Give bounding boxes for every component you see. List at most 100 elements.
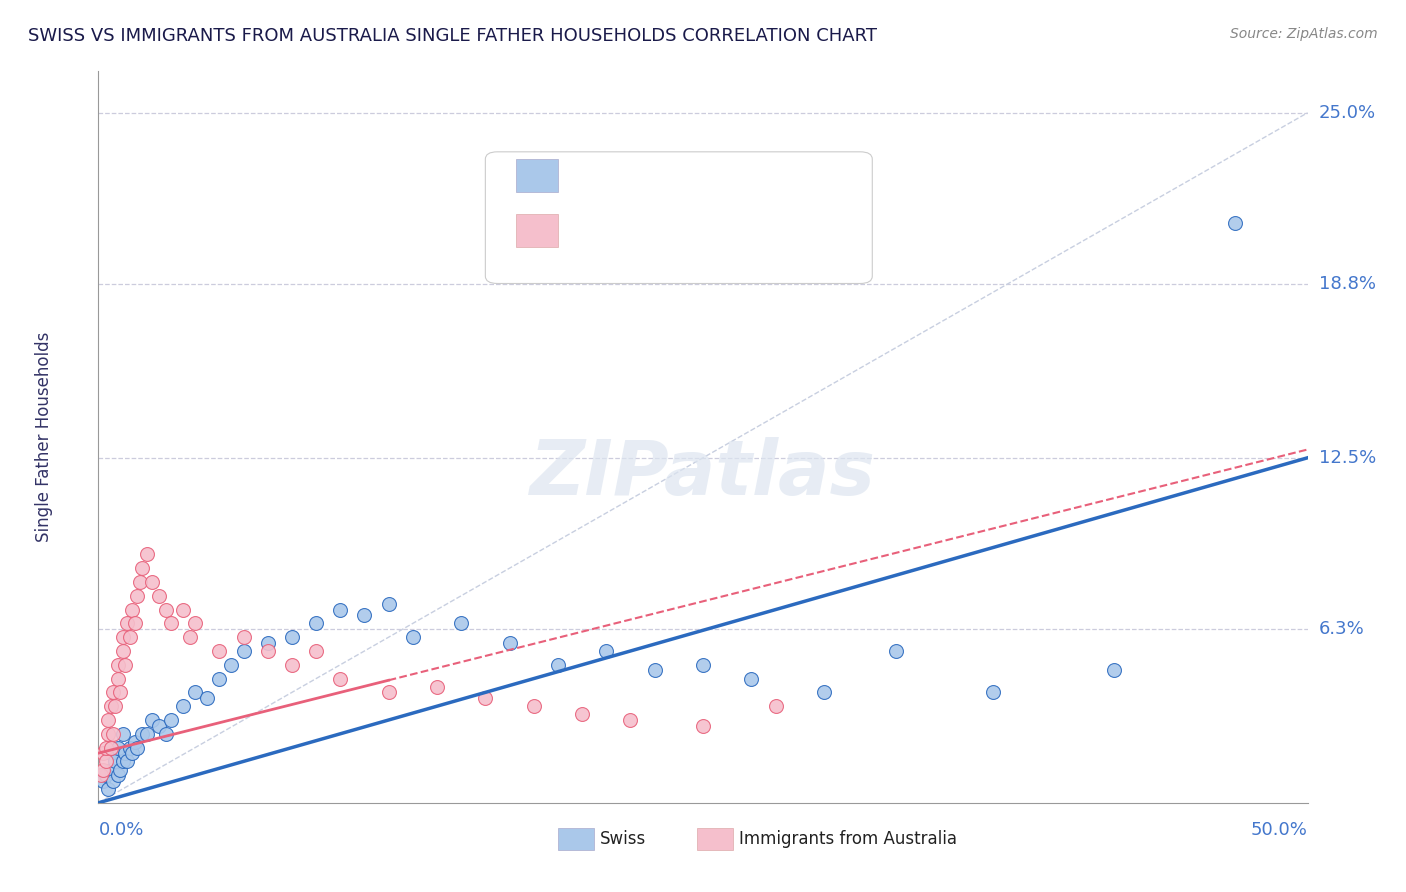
Point [692, 657, 714, 672]
Text: R =  0.314   N = 47: R = 0.314 N = 47 [576, 221, 738, 239]
Point [121, 602, 143, 616]
Point [329, 602, 352, 616]
Point [195, 690, 218, 705]
Point [305, 616, 328, 631]
Point [595, 644, 617, 658]
Point [450, 616, 472, 631]
Point [981, 685, 1004, 699]
Point [474, 690, 496, 705]
Point [172, 699, 194, 714]
Text: ZIPatlas: ZIPatlas [530, 437, 876, 510]
Text: 50.0%: 50.0% [1251, 821, 1308, 839]
Point [101, 727, 124, 741]
Bar [697, 829, 734, 850]
Point [111, 630, 134, 644]
Bar [516, 159, 558, 192]
Point [131, 727, 153, 741]
Point [221, 657, 243, 672]
Bar [558, 829, 595, 850]
Text: 18.8%: 18.8% [1319, 275, 1375, 293]
Point [547, 657, 569, 672]
Point [91, 773, 114, 788]
FancyBboxPatch shape [485, 152, 872, 284]
Point [117, 755, 139, 769]
Point [184, 685, 207, 699]
Point [100, 763, 122, 777]
Text: 6.3%: 6.3% [1319, 620, 1364, 638]
Point [377, 597, 399, 611]
Point [765, 699, 787, 714]
Point [97, 782, 120, 797]
Point [256, 636, 278, 650]
Point [108, 685, 131, 699]
Point [692, 718, 714, 732]
Point [124, 616, 146, 631]
Point [94, 755, 117, 769]
Point [101, 773, 124, 788]
Point [101, 685, 124, 699]
Point [256, 644, 278, 658]
Point [100, 746, 122, 760]
Point [179, 630, 201, 644]
Point [644, 663, 666, 677]
Point [281, 630, 304, 644]
Point [740, 672, 762, 686]
Point [111, 644, 134, 658]
Point [208, 644, 231, 658]
Point [141, 574, 163, 589]
Point [128, 574, 150, 589]
Point [208, 672, 231, 686]
Point [141, 713, 163, 727]
Point [107, 740, 129, 755]
Point [127, 589, 149, 603]
Point [100, 699, 122, 714]
Point [118, 740, 141, 755]
Point [160, 713, 183, 727]
Point [104, 755, 127, 769]
Point [118, 630, 141, 644]
Point [100, 740, 122, 755]
Text: R = 0.484   N = 49: R = 0.484 N = 49 [576, 167, 733, 185]
Point [148, 589, 170, 603]
Point [402, 630, 425, 644]
Point [426, 680, 449, 694]
Point [135, 548, 157, 562]
Point [131, 561, 153, 575]
Point [121, 746, 143, 760]
Point [329, 672, 352, 686]
Point [114, 746, 136, 760]
Point [111, 727, 134, 741]
Point [94, 768, 117, 782]
Point [107, 768, 129, 782]
Point [135, 727, 157, 741]
Text: Single Father Households: Single Father Households [35, 332, 53, 542]
Point [172, 602, 194, 616]
Point [114, 657, 136, 672]
Point [97, 713, 120, 727]
Point [377, 685, 399, 699]
Point [155, 727, 177, 741]
Point [107, 657, 129, 672]
Point [1223, 216, 1246, 230]
Text: SWISS VS IMMIGRANTS FROM AUSTRALIA SINGLE FATHER HOUSEHOLDS CORRELATION CHART: SWISS VS IMMIGRANTS FROM AUSTRALIA SINGL… [28, 27, 877, 45]
Point [160, 616, 183, 631]
Text: Immigrants from Australia: Immigrants from Australia [740, 830, 957, 848]
Text: 12.5%: 12.5% [1319, 449, 1376, 467]
Point [127, 740, 149, 755]
Point [813, 685, 835, 699]
Point [111, 755, 134, 769]
Text: Swiss: Swiss [600, 830, 647, 848]
Point [886, 644, 908, 658]
Point [117, 616, 139, 631]
Point [108, 763, 131, 777]
Point [523, 699, 546, 714]
Point [1102, 663, 1125, 677]
Point [124, 735, 146, 749]
Text: 0.0%: 0.0% [98, 821, 143, 839]
Point [155, 602, 177, 616]
Point [571, 707, 593, 722]
Point [498, 636, 520, 650]
Point [90, 768, 112, 782]
Point [305, 644, 328, 658]
Point [91, 763, 114, 777]
